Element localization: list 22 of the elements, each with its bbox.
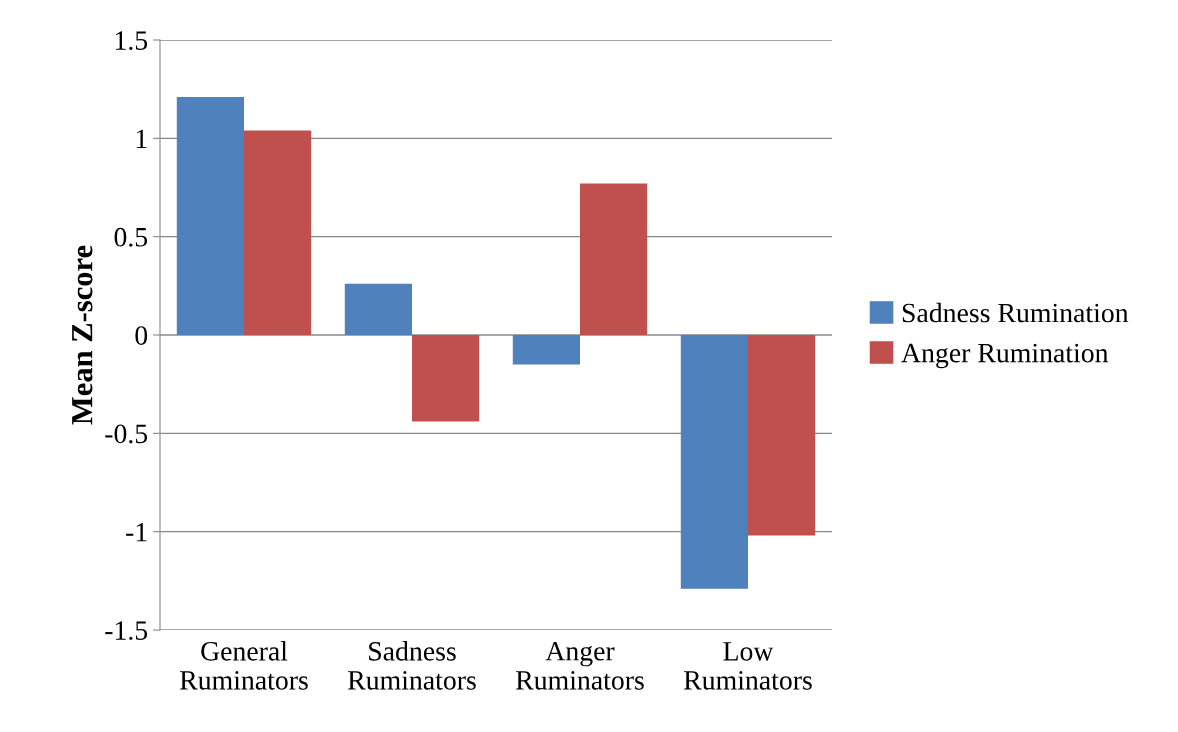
x-tick-label: General Ruminators [179,641,308,690]
x-tick-label: Anger Ruminators [515,641,644,690]
y-tick-label: -1.5 [105,621,148,641]
x-tick-label: Sadness Ruminators [347,641,476,690]
x-tick-label: Low Ruminators [683,642,812,690]
bar [512,335,580,365]
legend-label: Anger Rumination [901,343,1109,369]
legend-label: Sadness Rumination [902,302,1129,323]
bar [412,335,480,422]
y-tick-label: 1.5 [115,31,148,51]
y-tick-label: 0 [135,326,148,345]
y-tick-label: -1 [126,522,147,542]
y-tick-label: 1 [136,129,147,148]
bar [176,97,244,335]
bar [244,130,312,335]
bar [680,335,748,589]
y-tick-label: 0.5 [114,227,148,247]
bar [748,335,816,536]
y-tick-label: -0.5 [105,424,148,444]
y-axis-title: Mean Z-score [72,245,93,425]
bar [344,283,412,335]
bar [580,183,648,335]
